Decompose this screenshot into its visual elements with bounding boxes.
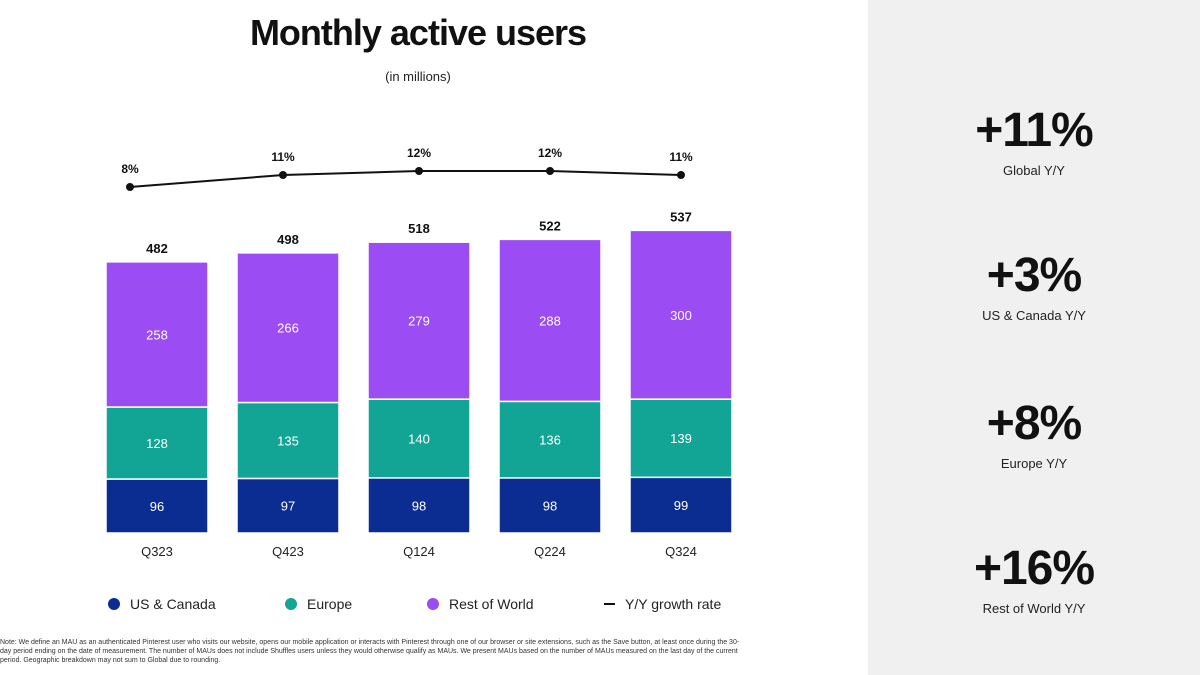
chart-title: Monthly active users — [249, 12, 587, 53]
growth-rate-point — [279, 171, 287, 179]
legend-label: Y/Y growth rate — [625, 596, 722, 612]
bar-segment-europe — [498, 400, 602, 479]
x-tick-label: Q124 — [403, 544, 435, 559]
stat-global: +11% Global Y/Y — [868, 104, 1200, 179]
bar-segment-europe — [105, 406, 209, 480]
segment-value-label: 98 — [543, 498, 557, 513]
legend-swatch-us-canada — [108, 598, 120, 610]
x-tick-label: Q323 — [141, 544, 173, 559]
segment-value-label: 288 — [539, 313, 561, 328]
legend-item-us-canada: US & Canada — [108, 596, 216, 612]
legend-label: Europe — [307, 596, 353, 612]
stat-rest-of-world: +16% Rest of World Y/Y — [868, 542, 1200, 617]
x-tick-label: Q324 — [665, 544, 697, 559]
bar-segment-rest-of-world — [498, 238, 602, 403]
footnote: Note: We define an MAU as an authenticat… — [0, 639, 740, 664]
bar-total-label: 522 — [539, 218, 561, 233]
bar-segment-rest-of-world — [105, 261, 209, 408]
stat-label: Global Y/Y — [1003, 163, 1065, 178]
growth-rate-label: 8% — [121, 162, 139, 176]
legend-item-rest-of-world: Rest of World — [427, 596, 534, 612]
bar-segment-rest-of-world — [367, 241, 471, 400]
legend-swatch-europe — [285, 598, 297, 610]
growth-rate-point — [546, 167, 554, 175]
segment-value-label: 258 — [146, 327, 168, 342]
legend-item-growth-rate: Y/Y growth rate — [604, 596, 721, 612]
growth-rate-label: 12% — [538, 146, 562, 160]
growth-rate-line — [129, 170, 682, 188]
x-tick-label: Q224 — [534, 544, 566, 559]
segment-value-label: 300 — [670, 308, 692, 323]
chart-panel: Monthly active users (in millions) 96 128… — [0, 12, 868, 664]
segment-value-label: 98 — [412, 498, 426, 513]
bar-segment-us-canada — [498, 477, 602, 534]
bar-segment-rest-of-world — [236, 252, 340, 404]
stat-value: +16% — [973, 542, 1095, 595]
segment-value-label: 136 — [539, 433, 561, 448]
segment-value-label: 140 — [408, 432, 430, 447]
segment-value-label: 128 — [146, 436, 168, 451]
bar-segment-us-canada — [105, 478, 209, 534]
legend-item-europe: Europe — [285, 596, 352, 612]
segment-value-label: 96 — [150, 499, 164, 514]
x-tick-label: Q423 — [272, 544, 304, 559]
chart-subtitle: (in millions) — [385, 69, 451, 84]
bar-segment-europe — [236, 401, 340, 480]
growth-rate-label: 11% — [669, 150, 693, 164]
segment-value-label: 266 — [277, 321, 299, 336]
growth-rate-label: 12% — [407, 146, 431, 160]
bar-segment-us-canada — [629, 476, 733, 534]
legend-swatch-rest-of-world — [427, 598, 439, 610]
stat-label: Europe Y/Y — [1000, 456, 1068, 471]
bar-total-label: 537 — [670, 209, 692, 224]
segment-value-label: 99 — [674, 498, 688, 513]
segment-value-label: 97 — [281, 499, 295, 514]
bar-total-label: 498 — [277, 232, 299, 247]
chart-legend: US & Canada Europe Rest of World Y/Y gro… — [0, 596, 868, 618]
bar-total-label: 518 — [408, 221, 430, 236]
stat-us-canada: +3% US & Canada Y/Y — [868, 249, 1200, 324]
bar-segment-rest-of-world — [629, 229, 733, 400]
legend-label: US & Canada — [130, 596, 216, 612]
stat-value: +3% — [986, 249, 1082, 302]
growth-rate-point — [126, 183, 134, 191]
stat-label: US & Canada Y/Y — [982, 308, 1086, 323]
segment-value-label: 279 — [408, 314, 430, 329]
bar-total-label: 482 — [146, 241, 168, 256]
segment-value-label: 135 — [277, 433, 299, 448]
stat-label: Rest of World Y/Y — [982, 601, 1086, 616]
stacked-bar-chart: 96 128 258 482 Q323 97 135 266 498 Q423 98 140 279 51… — [105, 146, 733, 559]
summary-panel: +11% Global Y/Y +3% US & Canada Y/Y +8% … — [868, 0, 1200, 675]
growth-rate-label: 11% — [271, 150, 295, 164]
growth-rate-point — [415, 167, 423, 175]
bar-segment-us-canada — [367, 477, 471, 534]
legend-label: Rest of World — [449, 596, 534, 612]
stat-value: +8% — [986, 397, 1082, 450]
legend-swatch-growth-line — [604, 603, 615, 605]
segment-value-label: 139 — [670, 431, 692, 446]
stat-europe: +8% Europe Y/Y — [868, 397, 1200, 472]
stat-value: +11% — [975, 104, 1093, 157]
growth-rate-point — [677, 171, 685, 179]
